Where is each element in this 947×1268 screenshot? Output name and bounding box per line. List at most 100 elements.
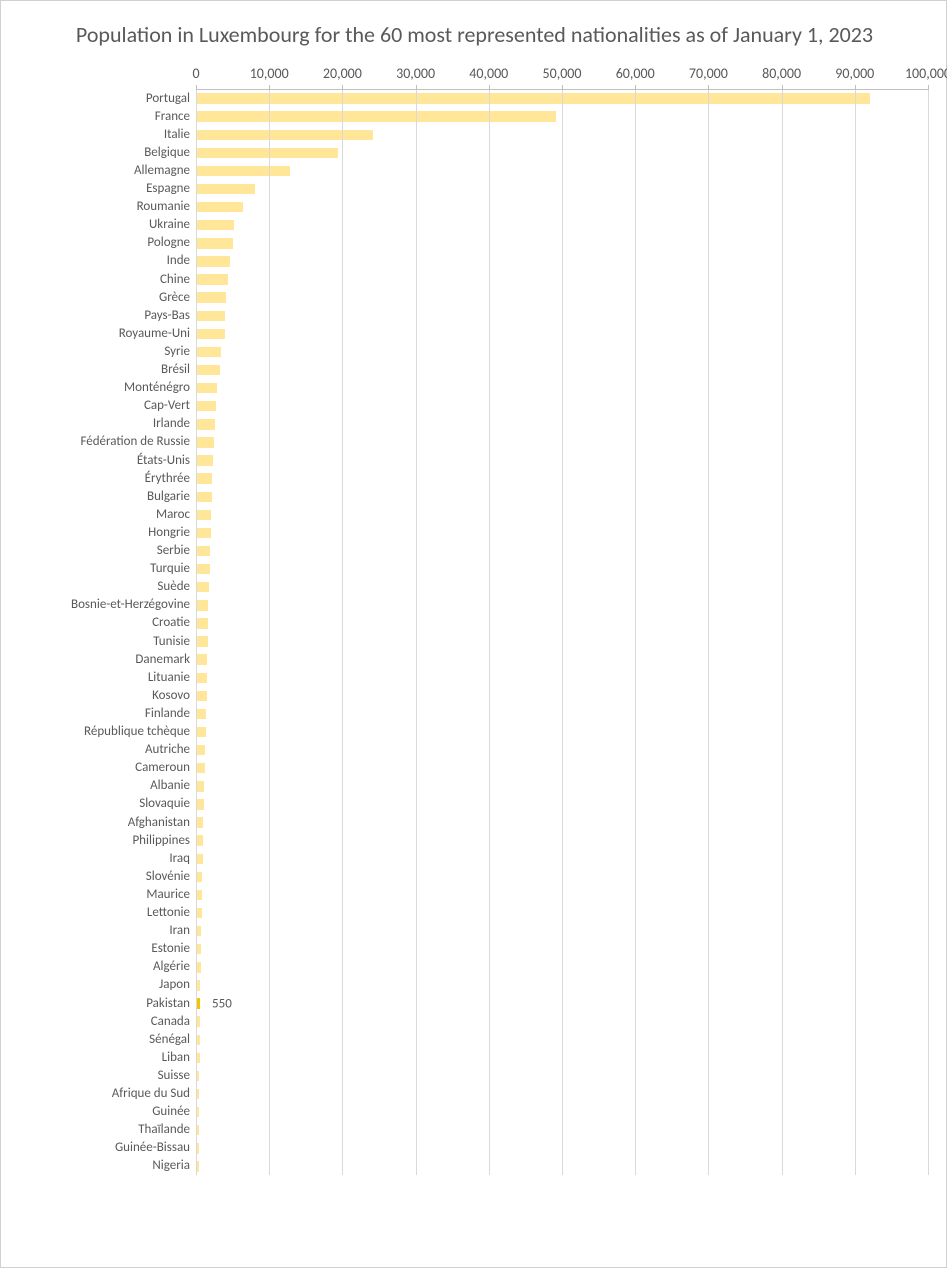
bar — [196, 492, 212, 502]
category-label: Turquie — [11, 560, 196, 578]
x-tick-label: 70,000 — [689, 65, 728, 82]
bar — [196, 93, 870, 103]
category-label: Ukraine — [11, 216, 196, 234]
category-label: Chine — [11, 271, 196, 289]
category-label: Italie — [11, 126, 196, 144]
x-tick-label: 60,000 — [616, 65, 655, 82]
tick-mark — [416, 85, 417, 90]
bar — [196, 835, 203, 845]
bar — [196, 202, 243, 212]
category-label: Danemark — [11, 651, 196, 669]
category-label: Estonie — [11, 940, 196, 958]
tick-mark — [708, 85, 709, 90]
bar — [196, 564, 210, 574]
x-tick-label: 10,000 — [250, 65, 289, 82]
bar — [196, 727, 206, 737]
category-label: Roumanie — [11, 198, 196, 216]
category-label: Maurice — [11, 886, 196, 904]
bar — [196, 817, 203, 827]
category-label: Hongrie — [11, 524, 196, 542]
category-label: Iran — [11, 922, 196, 940]
category-label: Suède — [11, 578, 196, 596]
bar — [196, 437, 214, 447]
gridline — [782, 90, 783, 1175]
x-tick-label: 30,000 — [396, 65, 435, 82]
bar — [196, 166, 290, 176]
category-label: Japon — [11, 976, 196, 994]
bar — [196, 709, 206, 719]
x-tick-label: 80,000 — [762, 65, 801, 82]
plot-wrap: 010,00020,00030,00040,00050,00060,00070,… — [11, 65, 938, 1175]
category-label: Pologne — [11, 234, 196, 252]
tick-mark — [562, 85, 563, 90]
category-label: Espagne — [11, 180, 196, 198]
category-label: Irlande — [11, 415, 196, 433]
bar — [196, 238, 233, 248]
bar — [196, 383, 217, 393]
gridline — [708, 90, 709, 1175]
category-label: Bulgarie — [11, 488, 196, 506]
category-label: Nigeria — [11, 1157, 196, 1175]
category-label: Brésil — [11, 361, 196, 379]
category-label: Afghanistan — [11, 814, 196, 832]
chart-container: Population in Luxembourg for the 60 most… — [11, 11, 938, 1259]
bar — [196, 528, 211, 538]
bar — [196, 618, 208, 628]
bar — [196, 763, 205, 773]
category-label: Grèce — [11, 289, 196, 307]
plot-area: PortugalFranceItalieBelgiqueAllemagneEsp… — [196, 89, 928, 1175]
category-label: Serbie — [11, 542, 196, 560]
category-label: Maroc — [11, 506, 196, 524]
category-label: Pays-Bas — [11, 307, 196, 325]
bar — [196, 600, 208, 610]
category-label: Kosovo — [11, 687, 196, 705]
tick-mark — [342, 85, 343, 90]
bar — [196, 745, 205, 755]
tick-mark — [635, 85, 636, 90]
bar — [196, 401, 216, 411]
x-tick-label: 40,000 — [469, 65, 508, 82]
category-label: Albanie — [11, 777, 196, 795]
category-label: Algérie — [11, 958, 196, 976]
gridline — [196, 90, 197, 1175]
bar — [196, 256, 230, 266]
x-tick-label: 90,000 — [835, 65, 874, 82]
category-label: Croatie — [11, 614, 196, 632]
category-label: États-Unis — [11, 452, 196, 470]
bar — [196, 148, 338, 158]
bar — [196, 473, 212, 483]
category-label: Slovénie — [11, 868, 196, 886]
category-label: Pakistan — [11, 995, 196, 1013]
category-label: Inde — [11, 252, 196, 270]
bar — [196, 636, 208, 646]
bar — [196, 691, 207, 701]
bar — [196, 130, 373, 140]
gridline — [928, 90, 929, 1175]
data-label: 550 — [212, 996, 232, 1011]
category-label: Monténégro — [11, 379, 196, 397]
bar — [196, 220, 234, 230]
bar — [196, 184, 255, 194]
category-label: Belgique — [11, 144, 196, 162]
category-label: Fédération de Russie — [11, 433, 196, 451]
category-label: Philippines — [11, 832, 196, 850]
gridline — [855, 90, 856, 1175]
category-label: Afrique du Sud — [11, 1085, 196, 1103]
bar — [196, 111, 556, 121]
x-tick-label: 50,000 — [543, 65, 582, 82]
gridline — [635, 90, 636, 1175]
category-label: République tchèque — [11, 723, 196, 741]
category-label: Lituanie — [11, 669, 196, 687]
bar — [196, 347, 221, 357]
bar — [196, 582, 209, 592]
bar — [196, 274, 228, 284]
x-tick-label: 20,000 — [323, 65, 362, 82]
tick-mark — [269, 85, 270, 90]
category-label: Slovaquie — [11, 795, 196, 813]
tick-mark — [196, 85, 197, 90]
tick-mark — [489, 85, 490, 90]
bar — [196, 510, 211, 520]
category-label: France — [11, 108, 196, 126]
bar — [196, 311, 225, 321]
category-label: Suisse — [11, 1067, 196, 1085]
